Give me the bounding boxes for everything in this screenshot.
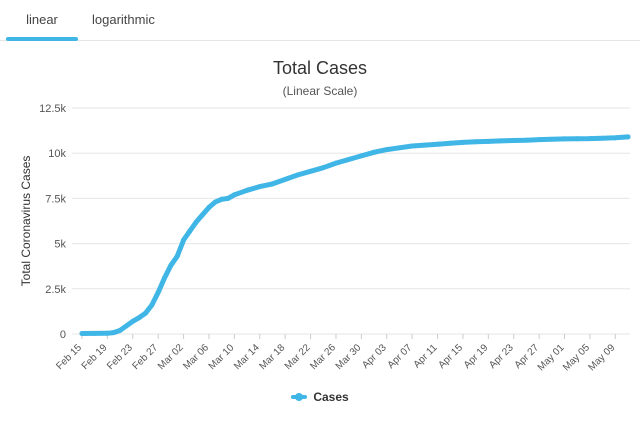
data-point <box>600 135 606 141</box>
data-point <box>422 142 428 148</box>
legend-label: Cases <box>313 390 349 404</box>
data-point <box>511 138 517 144</box>
data-point <box>358 153 364 159</box>
x-tick-label: Mar 30 <box>334 342 364 372</box>
data-point <box>111 330 117 336</box>
data-point <box>181 237 187 243</box>
data-point <box>231 192 237 198</box>
data-point <box>396 145 402 151</box>
y-tick-label: 5k <box>54 239 66 251</box>
data-point <box>117 327 123 333</box>
data-point <box>574 136 580 142</box>
scale-tabs: linear logarithmic <box>0 0 640 41</box>
series-cases[interactable] <box>79 134 631 336</box>
data-point <box>308 168 314 174</box>
x-tick-label: Mar 14 <box>232 342 262 372</box>
x-tick-label: Mar 10 <box>207 342 237 372</box>
data-point <box>206 204 212 210</box>
x-tick-label: Feb 27 <box>131 342 161 372</box>
data-point <box>333 160 339 166</box>
y-tick-label: 10k <box>48 148 66 160</box>
data-point <box>174 253 180 259</box>
data-point <box>549 136 555 142</box>
active-tab-indicator <box>6 37 78 41</box>
data-point <box>612 135 618 141</box>
x-tick-label: Apr 11 <box>412 342 440 370</box>
data-point <box>104 330 110 336</box>
data-point <box>142 310 148 316</box>
data-point <box>295 172 301 178</box>
tab-logarithmic[interactable]: logarithmic <box>92 12 155 27</box>
data-point <box>244 187 250 193</box>
data-point <box>212 199 218 205</box>
data-point <box>485 138 491 144</box>
data-point <box>473 139 479 145</box>
data-point <box>523 137 529 143</box>
data-point <box>168 262 174 268</box>
x-tick-label: Feb 15 <box>54 342 84 372</box>
data-point <box>371 149 377 155</box>
x-tick-label: May 09 <box>586 342 617 373</box>
data-point <box>346 157 352 163</box>
y-tick-label: 7.5k <box>45 193 66 205</box>
y-tick-label: 0 <box>60 329 66 341</box>
x-tick-label: Mar 22 <box>283 342 313 372</box>
tab-linear[interactable]: linear <box>26 12 58 27</box>
data-point <box>269 181 275 187</box>
data-point <box>130 318 136 324</box>
legend-item-cases[interactable]: Cases <box>291 390 349 404</box>
x-tick-label: May 01 <box>536 342 567 373</box>
data-point <box>435 141 441 147</box>
data-point <box>447 140 453 146</box>
data-point <box>200 212 206 218</box>
data-point <box>92 330 98 336</box>
data-point <box>536 137 542 143</box>
y-axis-title: Total Coronavirus Cases <box>19 156 33 287</box>
chart-title: Total Cases <box>272 58 368 78</box>
data-point <box>282 176 288 182</box>
x-tick-label: Apr 15 <box>436 342 465 371</box>
x-tick-label: Mar 18 <box>257 342 287 372</box>
y-tick-label: 12.5k <box>39 103 66 115</box>
gridlines <box>72 107 630 335</box>
data-point <box>498 138 504 144</box>
data-point <box>123 323 129 329</box>
data-point <box>193 219 199 225</box>
x-tick-label: Apr 03 <box>360 342 389 371</box>
y-tick-label: 2.5k <box>45 284 66 296</box>
x-tick-label: Mar 26 <box>308 342 338 372</box>
data-point <box>587 136 593 142</box>
data-point <box>625 134 631 140</box>
x-tick-label: Apr 23 <box>487 342 516 371</box>
x-tick-label: Apr 07 <box>386 342 415 371</box>
data-point <box>219 196 225 202</box>
x-tick-label: Mar 02 <box>156 342 186 372</box>
data-point <box>384 147 390 153</box>
data-point <box>149 302 155 308</box>
data-point <box>79 330 85 336</box>
x-tick-label: Apr 19 <box>462 342 491 371</box>
x-tick-label: May 05 <box>561 342 592 373</box>
x-tick-label: Mar 06 <box>181 342 211 372</box>
legend-swatch-icon <box>291 393 308 401</box>
x-tick-label: Feb 23 <box>105 342 135 372</box>
legend: Cases <box>0 390 640 404</box>
data-point <box>257 184 263 190</box>
data-point <box>562 136 568 142</box>
data-point <box>460 139 466 145</box>
data-point <box>162 275 168 281</box>
chart-subtitle: (Linear Scale) <box>282 84 358 98</box>
y-axis-ticks: 0 2.5k 5k 7.5k 10k 12.5k <box>39 103 66 341</box>
data-point <box>225 195 231 201</box>
data-point <box>136 315 142 321</box>
data-point <box>320 165 326 171</box>
data-point <box>155 289 161 295</box>
data-point <box>409 143 415 149</box>
x-tick-label: Feb 19 <box>80 342 110 372</box>
data-point <box>187 228 193 234</box>
series-line-cases <box>79 134 631 336</box>
